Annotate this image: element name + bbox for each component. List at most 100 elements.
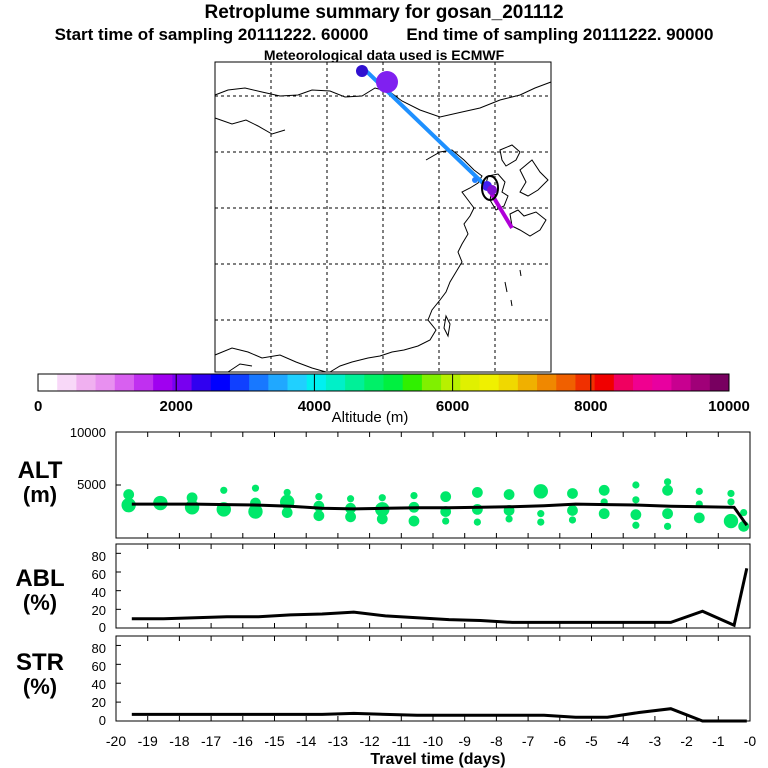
abl-ytick-label: 20: [92, 603, 106, 618]
plume-point: [346, 495, 355, 503]
x-tick-label: -3: [649, 733, 662, 749]
colorbar-segment: [229, 374, 250, 391]
x-tick-label: -16: [233, 733, 253, 749]
colorbar-segment: [421, 374, 442, 391]
abl-ytick-label: 40: [92, 585, 106, 600]
colorbar-segment: [210, 374, 231, 391]
x-tick-label: -0: [744, 733, 757, 749]
x-tick-label: -15: [264, 733, 284, 749]
plume-point: [315, 493, 323, 501]
abl-label-line2: (%): [23, 590, 57, 615]
start-time-label: Start time of sampling 20111222. 60000: [54, 25, 369, 44]
plume-point: [440, 491, 452, 503]
plume-point: [533, 484, 548, 499]
plume-point: [662, 484, 673, 496]
colorbar-segment: [268, 374, 289, 391]
end-time-label: End time of sampling 20111222. 90000: [406, 25, 714, 44]
plume-point: [410, 492, 418, 500]
plume-point: [537, 518, 545, 526]
x-tick-label: -13: [328, 733, 348, 749]
colorbar-segment: [441, 374, 461, 391]
alt-panel-frame: [115, 431, 751, 539]
plume-point: [740, 508, 748, 517]
alt-ytick-label: 5000: [77, 477, 106, 492]
colorbar-segment: [153, 374, 173, 391]
alt-mean-line: [131, 502, 749, 527]
str-line: [131, 707, 747, 723]
release-site-ring: [481, 175, 499, 201]
colorbar-segment: [594, 374, 615, 391]
colorbar-segment: [517, 374, 538, 391]
colorbar-segment: [402, 374, 423, 391]
str-ytick-label: 0: [99, 713, 106, 728]
str-ytick-label: 80: [92, 641, 106, 656]
x-tick-label: -11: [392, 733, 411, 749]
colorbar-tick-label: 4000: [298, 398, 331, 415]
abl-line: [131, 567, 749, 628]
plume-point: [345, 511, 356, 523]
plume-point: [503, 489, 515, 500]
plume-point: [248, 504, 263, 519]
colorbar-segment: [671, 374, 692, 391]
plume-point: [662, 508, 673, 520]
colorbar-segment: [498, 374, 519, 391]
colorbar-segment: [633, 374, 653, 391]
plume-point: [473, 518, 481, 526]
plume-point: [695, 487, 703, 495]
colorbar-segment: [133, 374, 154, 391]
x-tick-label: -5: [585, 733, 598, 749]
colorbar-segment: [709, 374, 730, 391]
colorbar-segment: [38, 374, 58, 391]
plume-point: [727, 498, 735, 506]
plume-point: [693, 512, 705, 524]
plume-point: [313, 510, 325, 522]
abl-ytick-label: 80: [92, 549, 106, 564]
colorbar-segment: [364, 374, 384, 391]
colorbar-segment: [383, 374, 404, 391]
plume-point: [663, 522, 672, 530]
colorbar-segment: [287, 374, 308, 391]
colorbar-segment: [690, 374, 711, 391]
plume-point: [378, 494, 386, 502]
plume-point: [471, 487, 483, 498]
colorbar-segment: [345, 374, 365, 391]
colorbar-tick-label: 2000: [160, 398, 193, 415]
colorbar-segment: [652, 374, 672, 391]
plume-point: [568, 516, 577, 524]
plume-point: [505, 515, 513, 523]
x-tick-label: -9: [458, 733, 471, 749]
plume-point: [220, 486, 228, 494]
plume-point: [598, 508, 610, 520]
x-tick-label: -8: [490, 733, 503, 749]
plume-point: [663, 478, 672, 486]
x-axis-label: Travel time (days): [370, 751, 505, 768]
colorbar-tick-label: 0: [34, 398, 42, 415]
abl-label-line1: ABL: [15, 565, 64, 592]
colorbar-segment: [76, 374, 97, 391]
colorbar-segment: [613, 374, 634, 391]
colorbar-segment: [172, 374, 193, 391]
colorbar-segment: [249, 374, 269, 391]
abl-panel-frame: [115, 543, 751, 629]
colorbar-segment: [575, 374, 596, 391]
panel-plots: -20 -19 -18 -17 -16 -15 -14 -13 -12 -11 -10 -9 -8 -7 -…: [106, 431, 757, 749]
str-panel-frame: [115, 635, 751, 722]
colorbar-segment: [460, 374, 480, 391]
alt-label-line1: ALT: [18, 457, 63, 484]
x-tick-label: -18: [169, 733, 189, 749]
x-tick-label: -6: [554, 733, 567, 749]
colorbar-segment: [537, 374, 557, 391]
str-label-line1: STR: [16, 649, 64, 676]
str-ytick-label: 20: [92, 695, 106, 710]
x-tick-label: -20: [106, 733, 126, 749]
plume-point: [632, 496, 640, 504]
abl-ytick-label: 60: [92, 567, 106, 582]
x-tick-label: -4: [617, 733, 630, 749]
str-ytick-label: 60: [92, 659, 106, 674]
plume-point: [630, 509, 642, 521]
plume-point: [376, 513, 388, 525]
altitude-colorbar: 0 2000 4000 6000 8000 10000: [34, 373, 750, 415]
x-tick-label: -19: [138, 733, 158, 749]
plume-marker: [356, 65, 368, 77]
